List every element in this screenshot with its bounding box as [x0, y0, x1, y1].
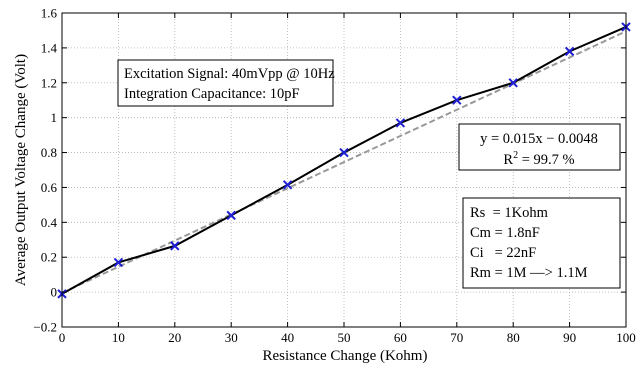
x-tick-label: 80 [507, 330, 520, 345]
params-box-frame [462, 197, 621, 289]
tick-layer [61, 12, 627, 328]
data-point-marker [282, 180, 293, 190]
y-axis-label: Average Output Voltage Change (Volt) [13, 54, 29, 286]
y-tick-label: 1.6 [41, 6, 58, 21]
fit-equation-text: y = 0.015x − 0.0048 [480, 131, 598, 147]
r-squared-symbol: R [503, 152, 513, 168]
x-tick-label: 40 [281, 330, 294, 345]
conditions-annotation-box: Excitation Signal: 40mVpp @ 10Hz Integra… [117, 59, 335, 107]
param-cm-text: Cm = 1.8nF [470, 225, 540, 241]
y-tick-label: 0.8 [41, 145, 57, 160]
y-tick-label: 1.4 [41, 40, 58, 55]
x-tick-label: 50 [338, 330, 351, 345]
excitation-signal-text: Excitation Signal: 40mVpp @ 10Hz [124, 66, 335, 82]
fit-line-layer [61, 30, 627, 294]
x-tick-label: 20 [168, 330, 181, 345]
data-point-marker [452, 95, 462, 105]
param-rm-text: Rm = 1M —> 1.1M [470, 265, 588, 281]
y-tick-label: 0.4 [41, 215, 58, 230]
y-tick-label: 0.6 [41, 180, 58, 195]
y-tick-label: −0.2 [33, 320, 57, 335]
conditions-box-frame [117, 59, 334, 107]
x-tick-label: 60 [394, 330, 407, 345]
circuit-params-box: Rs = 1Kohm Cm = 1.8nF Ci = 22nF Rm = 1M … [462, 197, 621, 289]
data-point-marker [395, 118, 406, 128]
y-tick-label: 0 [51, 285, 58, 300]
y-tick-labels: −0.2 0 0.2 0.4 0.6 0.8 1 1.2 1.4 1.6 [33, 6, 57, 335]
x-tick-label: 90 [563, 330, 576, 345]
y-tick-label: 1 [51, 110, 58, 125]
param-ci-text: Ci = 22nF [470, 245, 536, 261]
data-point-marker [113, 257, 124, 268]
y-tick-label: 1.2 [41, 75, 57, 90]
param-rs-text: Rs = 1Kohm [470, 205, 549, 221]
equation-box-frame [458, 123, 621, 171]
x-axis-label: Resistance Change (Kohm) [263, 348, 428, 364]
r-squared-text: R2 = 99.7 % [503, 150, 574, 168]
x-tick-labels: 0 10 20 30 40 50 60 70 80 90 100 [59, 330, 636, 345]
r-squared-exponent: 2 [513, 150, 518, 161]
data-point-marker [226, 210, 236, 221]
integration-capacitance-text: Integration Capacitance: 10pF [124, 86, 300, 102]
fit-equation-box: y = 0.015x − 0.0048 R2 = 99.7 % [458, 123, 621, 171]
data-point-marker [564, 46, 575, 57]
y-tick-label: 0.2 [41, 250, 57, 265]
fit-line [61, 30, 627, 294]
data-point-marker [508, 78, 518, 88]
x-tick-label: 100 [616, 330, 636, 345]
x-tick-label: 0 [59, 330, 66, 345]
x-tick-label: 30 [225, 330, 238, 345]
x-tick-label: 10 [112, 330, 125, 345]
data-point-marker [339, 147, 349, 158]
data-point-marker [170, 241, 180, 251]
r-squared-value: = 99.7 % [518, 152, 575, 168]
x-tick-label: 70 [450, 330, 463, 345]
